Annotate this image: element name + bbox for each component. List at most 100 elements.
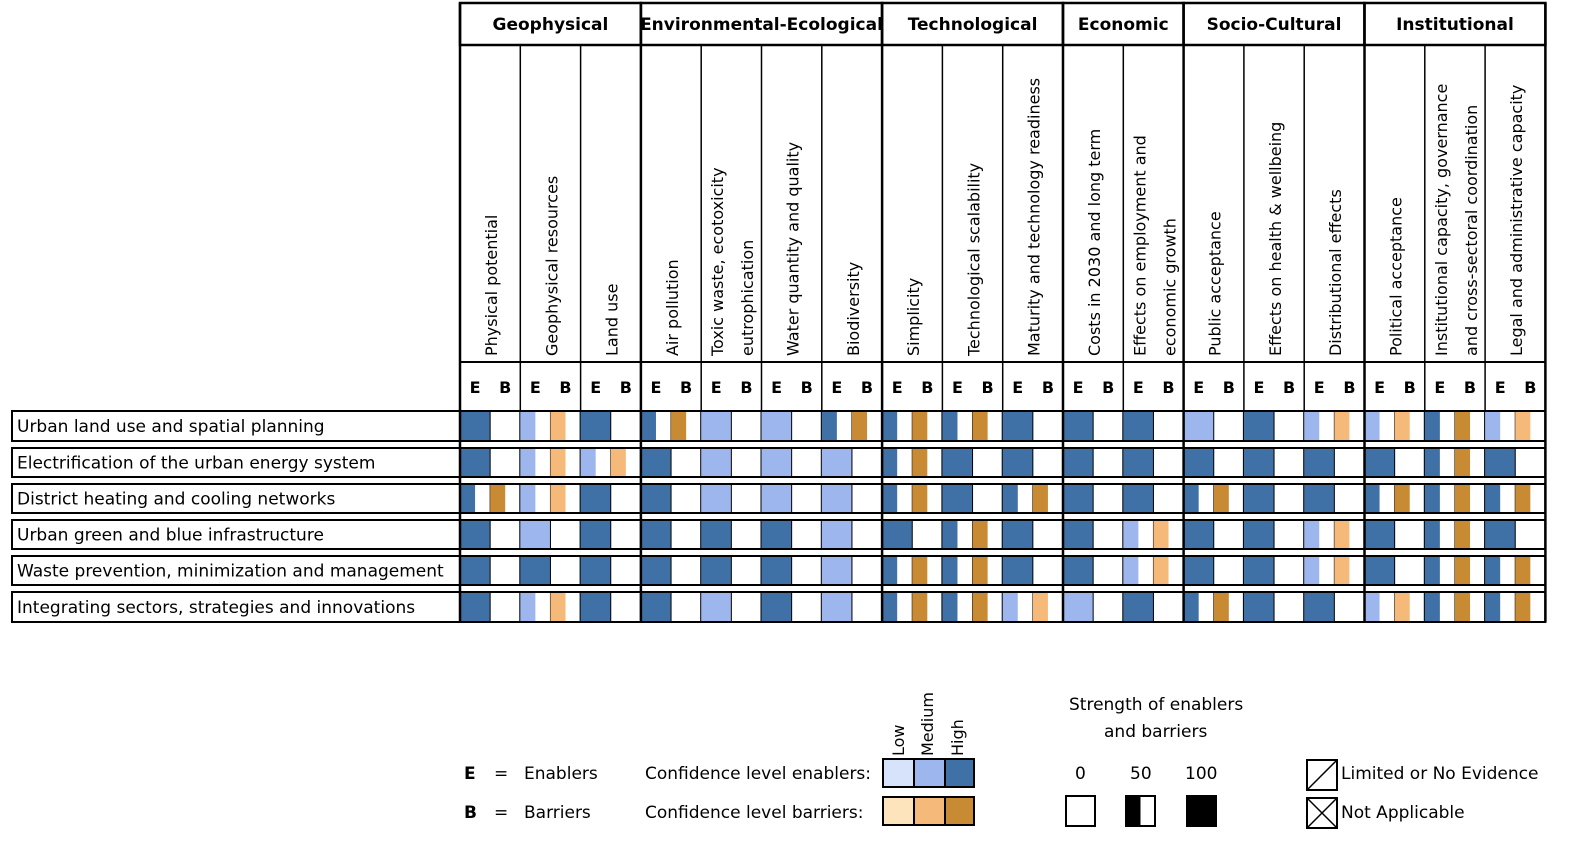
enabler-cell [580,484,611,513]
barrier-cell [1213,484,1229,513]
enabler-cell [942,484,973,513]
enabler-cell [942,520,958,549]
barrier-cell [1032,484,1048,513]
enabler-cell [1123,411,1154,441]
barrier-label: B [801,378,813,397]
row-label-box [11,555,461,586]
enabler-cell [1183,448,1214,477]
enabler-cell [882,411,898,441]
enabler-cell [580,448,596,477]
enabler-cell [882,520,913,549]
enabler-cell [942,448,973,477]
indicator-label: economic growth [1160,218,1179,356]
enabler-label: E [1374,378,1385,397]
enabler-cell [1304,411,1320,441]
enabler-cell [520,556,551,585]
indicator-label: Effects on employment and [1130,135,1149,356]
barrier-cell [1454,520,1471,549]
barrier-cell [550,448,566,477]
enabler-cell [1002,448,1033,477]
enabler-cell [942,556,958,585]
enabler-cell [1123,556,1139,585]
enabler-label: E [1314,378,1325,397]
enabler-cell [1485,411,1501,441]
enabler-cell [882,448,898,477]
enabler-cell [701,592,732,622]
enabler-cell [1243,520,1275,549]
enabler-cell [1243,556,1275,585]
enabler-cell [882,592,898,622]
enabler-cell [1364,484,1380,513]
enabler-cell [1123,520,1139,549]
enabler-cell [1063,484,1094,513]
indicator-label: eutrophication [738,240,757,356]
enabler-label: E [470,378,481,397]
enabler-cell [1485,448,1516,477]
enabler-cell [761,520,792,549]
enabler-cell [1183,484,1199,513]
enabler-cell [1424,592,1440,622]
enabler-cell [1364,411,1380,441]
enabler-cell [460,520,491,549]
enabler-cell [460,411,491,441]
category-header: Environmental-Ecological [640,15,883,35]
enabler-cell [1424,448,1440,477]
indicator-label: Public acceptance [1206,211,1225,356]
indicator-label: Land use [603,284,622,356]
enabler-cell [1364,520,1395,549]
enabler-cell [821,520,852,549]
row-label: District heating and cooling networks [17,490,335,510]
category-header-box [880,1,1065,47]
enabler-cell [701,556,732,585]
enabler-cell [1424,484,1440,513]
barrier-label: B [1343,378,1355,397]
row-label: Integrating sectors, strategies and inno… [17,598,415,618]
enabler-cell [761,411,792,441]
barrier-cell [1394,411,1410,441]
barrier-label: B [861,378,873,397]
enabler-cell [580,411,611,441]
barrier-cell [972,411,988,441]
barrier-cell [1454,411,1471,441]
indicator-label: Distributional effects [1326,189,1345,356]
category-header: Economic [1078,15,1169,35]
enabler-cell [1485,592,1501,622]
enabler-cell [821,448,852,477]
enabler-label: E [1495,378,1506,397]
barrier-cell [1515,592,1531,622]
enabler-label: E [1073,378,1084,397]
enabler-label: E [892,378,903,397]
enabler-cell [1183,556,1214,585]
enabler-cell [821,556,852,585]
barrier-label: B [1283,378,1295,397]
barrier-cell [1394,592,1410,622]
enabler-cell [1304,448,1335,477]
enabler-cell [942,411,958,441]
enabler-label: E [1254,378,1265,397]
enabler-cell [580,520,611,549]
enabler-cell [1364,556,1395,585]
barrier-label: B [1524,378,1536,397]
barrier-cell [550,592,566,622]
enabler-cell [460,556,491,585]
category-header: Geophysical [493,15,609,35]
enabler-label: E [1193,378,1204,397]
enabler-cell [1243,448,1275,477]
enabler-cell [1304,484,1335,513]
barrier-cell [1394,484,1410,513]
enabler-cell [1243,411,1275,441]
barrier-cell [972,592,988,622]
indicator-label: Maturity and technology readiness [1025,78,1044,356]
barrier-label: B [620,378,632,397]
enabler-label: E [1133,378,1144,397]
indicator-label: Geophysical resources [542,176,561,356]
category-header-box [639,1,884,47]
indicator-label: Physical potential [482,215,501,356]
enabler-cell [1063,592,1094,622]
barrier-cell [1454,484,1471,513]
barrier-label: B [1102,378,1114,397]
barrier-label: B [1042,378,1054,397]
enabler-cell [942,592,958,622]
barrier-label: B [1162,378,1174,397]
